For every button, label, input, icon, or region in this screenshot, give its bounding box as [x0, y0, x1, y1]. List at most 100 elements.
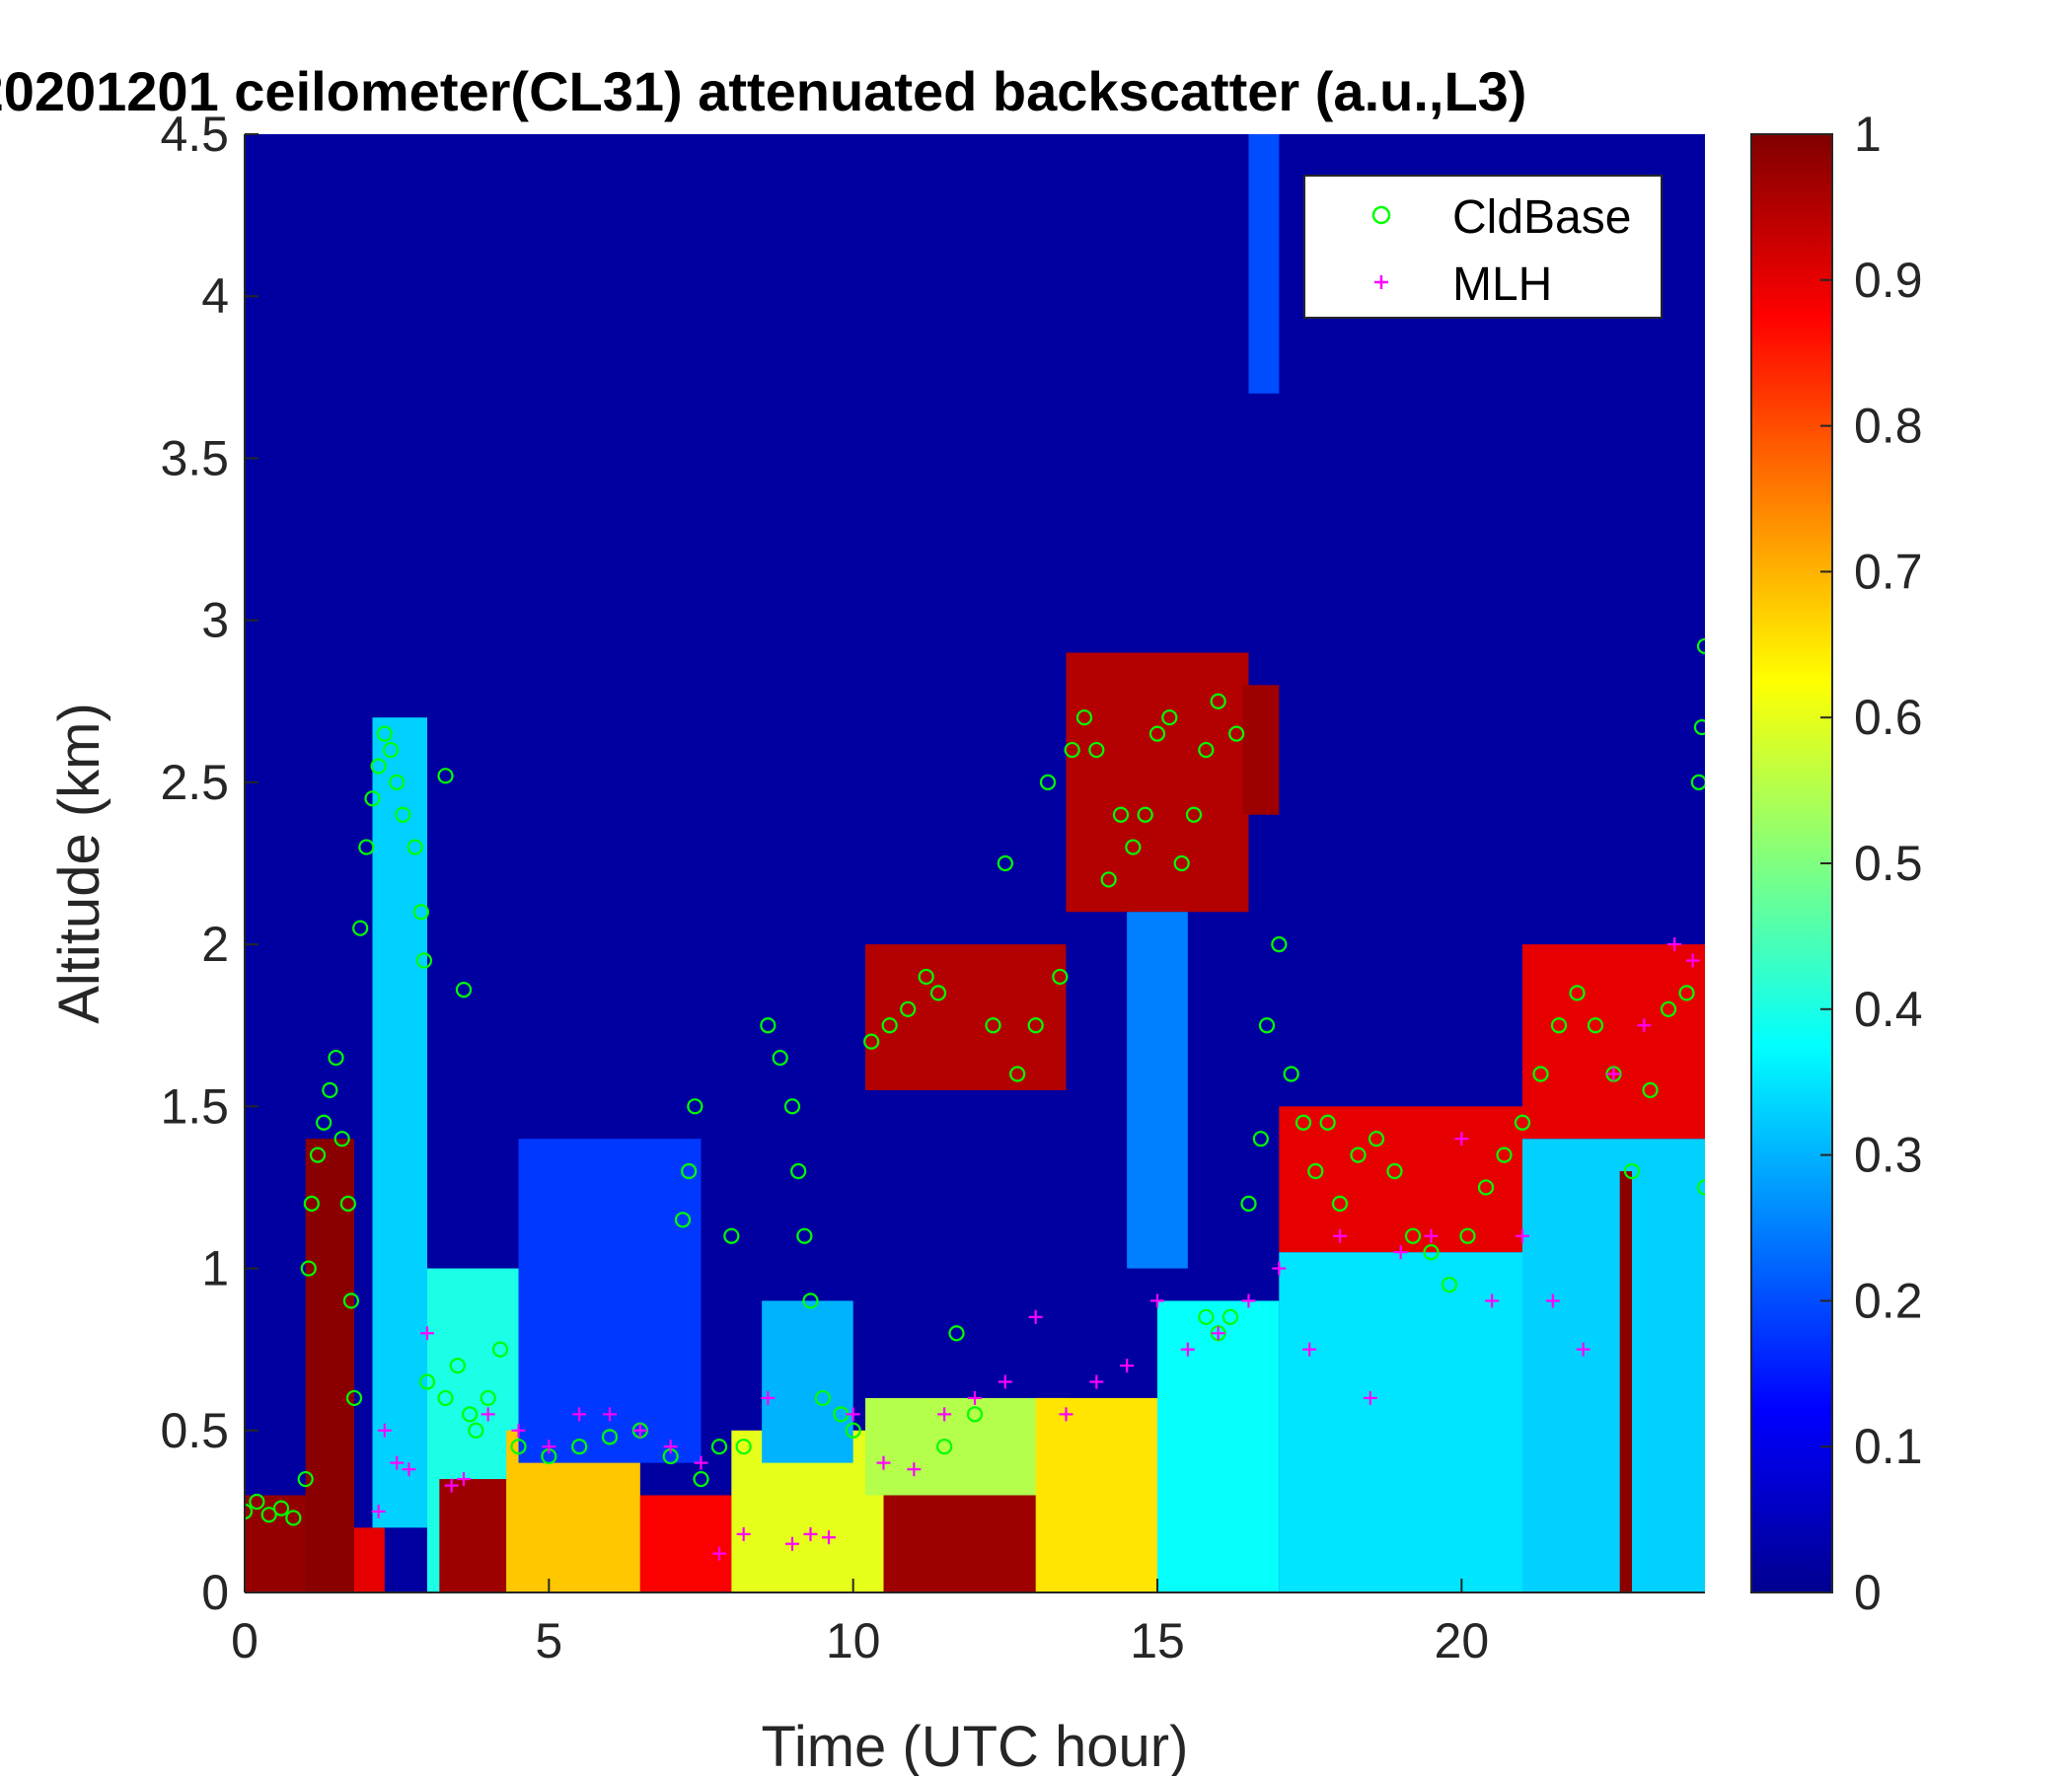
cldbase-point-22: [389, 774, 406, 790]
backscatter-layer-17: [1157, 1300, 1280, 1592]
mlh-point-5: [444, 1478, 459, 1493]
mlh-point-30: [1120, 1359, 1135, 1373]
mlh-point-29: [1089, 1374, 1104, 1389]
cldbase-point-91: [1258, 1017, 1276, 1034]
cldbase-point-73: [1075, 709, 1093, 726]
colorbar-tick-label-8: 0.8: [1854, 399, 1923, 454]
legend-mlh-marker: [1374, 275, 1388, 289]
cldbase-point-50: [772, 1049, 788, 1067]
cldbase-point-29: [449, 1357, 466, 1374]
cldbase-point-20: [376, 725, 393, 742]
mlh-point-25: [968, 1390, 982, 1405]
mlh-point-44: [1545, 1294, 1560, 1308]
colorbar-tick-label-0: 0: [1854, 1565, 1882, 1620]
cldbase-point-45: [693, 1470, 709, 1488]
cldbase-point-111: [1587, 1017, 1604, 1034]
mlh-point-24: [937, 1407, 952, 1422]
legend-mlh-label: MLH: [1452, 259, 1552, 311]
colorbar-tick-label-5: 0.5: [1854, 836, 1923, 891]
mlh-point-36: [1302, 1342, 1317, 1357]
backscatter-layer-20: [1279, 1252, 1522, 1592]
mlh-point-16: [736, 1526, 751, 1541]
mlh-point-47: [1637, 1018, 1652, 1033]
cldbase-point-103: [1441, 1276, 1458, 1294]
colorbar-gradient: [1750, 133, 1833, 1593]
y-tick-label-7: 3.5: [160, 430, 229, 485]
cldbase-point-59: [881, 1017, 898, 1034]
mlh-point-0: [371, 1504, 386, 1518]
x-axis-label: Time (UTC hour): [762, 1715, 1189, 1776]
mlh-point-26: [998, 1374, 1012, 1389]
cldbase-point-106: [1496, 1147, 1513, 1163]
cldbase-point-13: [339, 1195, 356, 1212]
cldbase-point-57: [845, 1422, 861, 1439]
y-tick-label-6: 3: [201, 593, 229, 648]
y-axis-ticks: 0 0.5 1 1.5 2 2.5 3 3.5 4 4.5: [160, 107, 259, 1620]
cldbase-point-64: [948, 1325, 965, 1342]
cldbase-point-19: [370, 758, 387, 775]
cldbase-point-25: [412, 904, 429, 921]
cldbase-point-94: [1295, 1114, 1312, 1131]
mlh-point-33: [1211, 1326, 1225, 1341]
backscatter-layer-3: [372, 717, 427, 1528]
colorbar-tick-label-1: 0.1: [1854, 1419, 1923, 1474]
cldbase-point-54: [802, 1293, 819, 1309]
cldbase-point-31: [468, 1422, 484, 1439]
cldbase-point-39: [601, 1429, 619, 1445]
x-axis-ticks: 0 5 10 15 20: [231, 1579, 1489, 1668]
cldbase-point-12: [333, 1131, 350, 1147]
colorbar-tick-label-7: 0.7: [1854, 544, 1923, 599]
cldbase-point-30: [462, 1406, 479, 1423]
mlh-point-38: [1363, 1390, 1377, 1405]
backscatter-layer-12: [865, 1397, 1067, 1496]
cldbase-point-2: [260, 1507, 277, 1523]
mlh-point-10: [572, 1407, 587, 1422]
cldbase-point-102: [1423, 1244, 1440, 1261]
legend-box: [1303, 175, 1663, 319]
backscatter-layer-13: [865, 944, 1067, 1090]
mlh-point-9: [542, 1440, 556, 1454]
cldbase-point-23: [395, 806, 411, 823]
backscatter-layer-18: [1242, 685, 1280, 815]
mlh-point-4: [420, 1326, 434, 1341]
cldbase-point-79: [1148, 725, 1166, 742]
cldbase-point-71: [1052, 968, 1069, 986]
colorbar-tick-label-3: 0.3: [1854, 1128, 1923, 1183]
cldbase-point-51: [783, 1098, 801, 1115]
cldbase-point-33: [491, 1341, 509, 1358]
cldbase-point-42: [674, 1212, 692, 1228]
cldbase-point-1: [249, 1493, 265, 1511]
backscatter-layer-2: [354, 1527, 385, 1592]
cldbase-point-49: [760, 1017, 777, 1034]
mlh-point-22: [876, 1455, 891, 1470]
cldbase-point-95: [1307, 1162, 1324, 1180]
backscatter-heatmap: [245, 134, 1705, 1592]
cldbase-point-104: [1459, 1227, 1476, 1244]
mlh-point-37: [1333, 1228, 1347, 1243]
cldbase-point-60: [900, 1000, 917, 1017]
chart-title: 20201201 ceilometer(CL31) attenuated bac…: [0, 60, 1526, 122]
cldbase-point-68: [1009, 1066, 1026, 1082]
cldbase-point-4: [285, 1510, 302, 1526]
mlh-point-41: [1454, 1132, 1469, 1147]
cldbase-point-115: [1660, 1000, 1677, 1017]
cldbase-point-38: [571, 1439, 588, 1455]
cldbase-point-70: [1039, 774, 1057, 790]
cldbase-point-48: [735, 1439, 752, 1455]
mlh-point-11: [603, 1407, 617, 1422]
mlh-point-28: [1059, 1407, 1073, 1422]
cldbase-point-116: [1678, 985, 1695, 1001]
x-tick-label-4: 20: [1435, 1613, 1490, 1668]
cldbase-point-100: [1386, 1162, 1403, 1180]
cldbase-point-90: [1252, 1131, 1269, 1147]
cldbase-point-32: [480, 1389, 496, 1407]
colorbar-tick-label-4: 0.4: [1854, 982, 1923, 1037]
mlh-point-48: [1667, 937, 1682, 952]
mlh-point-12: [632, 1423, 647, 1438]
cldbase-point-55: [814, 1389, 831, 1407]
backscatter-layer-0: [245, 1495, 312, 1592]
cldbase-point-88: [1221, 1308, 1239, 1325]
y-tick-label-2: 1: [201, 1241, 229, 1296]
backscatter-layer-14: [1035, 1397, 1157, 1592]
